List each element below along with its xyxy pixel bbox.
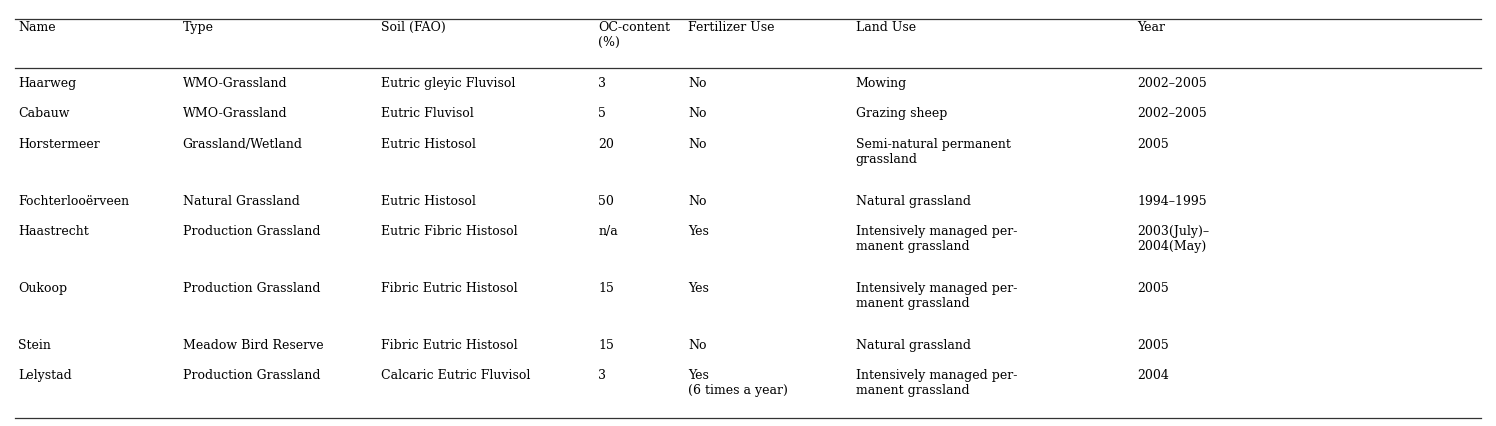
Text: Type: Type [183, 21, 214, 35]
Text: Stein: Stein [18, 339, 51, 352]
Text: Fibric Eutric Histosol: Fibric Eutric Histosol [381, 339, 518, 352]
Text: 3: 3 [598, 77, 606, 90]
Text: No: No [688, 339, 706, 352]
Text: 15: 15 [598, 339, 615, 352]
Text: Cabauw: Cabauw [18, 107, 69, 121]
Text: Yes
(6 times a year): Yes (6 times a year) [688, 369, 788, 397]
Text: 2002–2005: 2002–2005 [1137, 77, 1207, 90]
Text: Fochterlooërveen: Fochterlooërveen [18, 195, 129, 208]
Text: No: No [688, 107, 706, 121]
Text: 2005: 2005 [1137, 339, 1168, 352]
Text: Production Grassland: Production Grassland [183, 225, 320, 239]
Text: 2005: 2005 [1137, 282, 1168, 295]
Text: 2002–2005: 2002–2005 [1137, 107, 1207, 121]
Text: 50: 50 [598, 195, 615, 208]
Text: Eutric gleyic Fluvisol: Eutric gleyic Fluvisol [381, 77, 516, 90]
Text: Oukoop: Oukoop [18, 282, 67, 295]
Text: Production Grassland: Production Grassland [183, 369, 320, 383]
Text: 5: 5 [598, 107, 606, 121]
Text: Eutric Histosol: Eutric Histosol [381, 195, 476, 208]
Text: Name: Name [18, 21, 55, 35]
Text: Yes: Yes [688, 282, 709, 295]
Text: Fibric Eutric Histosol: Fibric Eutric Histosol [381, 282, 518, 295]
Text: Yes: Yes [688, 225, 709, 239]
Text: Lelystad: Lelystad [18, 369, 72, 383]
Text: Intensively managed per-
manent grassland: Intensively managed per- manent grasslan… [856, 225, 1017, 253]
Text: OC-content
(%): OC-content (%) [598, 21, 670, 49]
Text: 2003(July)–
2004(May): 2003(July)– 2004(May) [1137, 225, 1209, 253]
Text: Mowing: Mowing [856, 77, 907, 90]
Text: Horstermeer: Horstermeer [18, 138, 100, 151]
Text: Intensively managed per-
manent grassland: Intensively managed per- manent grasslan… [856, 369, 1017, 397]
Text: No: No [688, 195, 706, 208]
Text: No: No [688, 77, 706, 90]
Text: Natural grassland: Natural grassland [856, 195, 971, 208]
Text: Eutric Fluvisol: Eutric Fluvisol [381, 107, 474, 121]
Text: Soil (FAO): Soil (FAO) [381, 21, 446, 35]
Text: 2004: 2004 [1137, 369, 1168, 383]
Text: 2005: 2005 [1137, 138, 1168, 151]
Text: Eutric Histosol: Eutric Histosol [381, 138, 476, 151]
Text: Grassland/Wetland: Grassland/Wetland [183, 138, 302, 151]
Text: 3: 3 [598, 369, 606, 383]
Text: Haastrecht: Haastrecht [18, 225, 88, 239]
Text: Eutric Fibric Histosol: Eutric Fibric Histosol [381, 225, 518, 239]
Text: Year: Year [1137, 21, 1165, 35]
Text: WMO-Grassland: WMO-Grassland [183, 107, 287, 121]
Text: Land Use: Land Use [856, 21, 916, 35]
Text: Natural grassland: Natural grassland [856, 339, 971, 352]
Text: 15: 15 [598, 282, 615, 295]
Text: Production Grassland: Production Grassland [183, 282, 320, 295]
Text: Intensively managed per-
manent grassland: Intensively managed per- manent grasslan… [856, 282, 1017, 310]
Text: Natural Grassland: Natural Grassland [183, 195, 299, 208]
Text: No: No [688, 138, 706, 151]
Text: Haarweg: Haarweg [18, 77, 76, 90]
Text: WMO-Grassland: WMO-Grassland [183, 77, 287, 90]
Text: 1994–1995: 1994–1995 [1137, 195, 1207, 208]
Text: Grazing sheep: Grazing sheep [856, 107, 947, 121]
Text: Semi-natural permanent
grassland: Semi-natural permanent grassland [856, 138, 1011, 166]
Text: 20: 20 [598, 138, 615, 151]
Text: n/a: n/a [598, 225, 618, 239]
Text: Meadow Bird Reserve: Meadow Bird Reserve [183, 339, 323, 352]
Text: Calcaric Eutric Fluvisol: Calcaric Eutric Fluvisol [381, 369, 531, 383]
Text: Fertilizer Use: Fertilizer Use [688, 21, 775, 35]
